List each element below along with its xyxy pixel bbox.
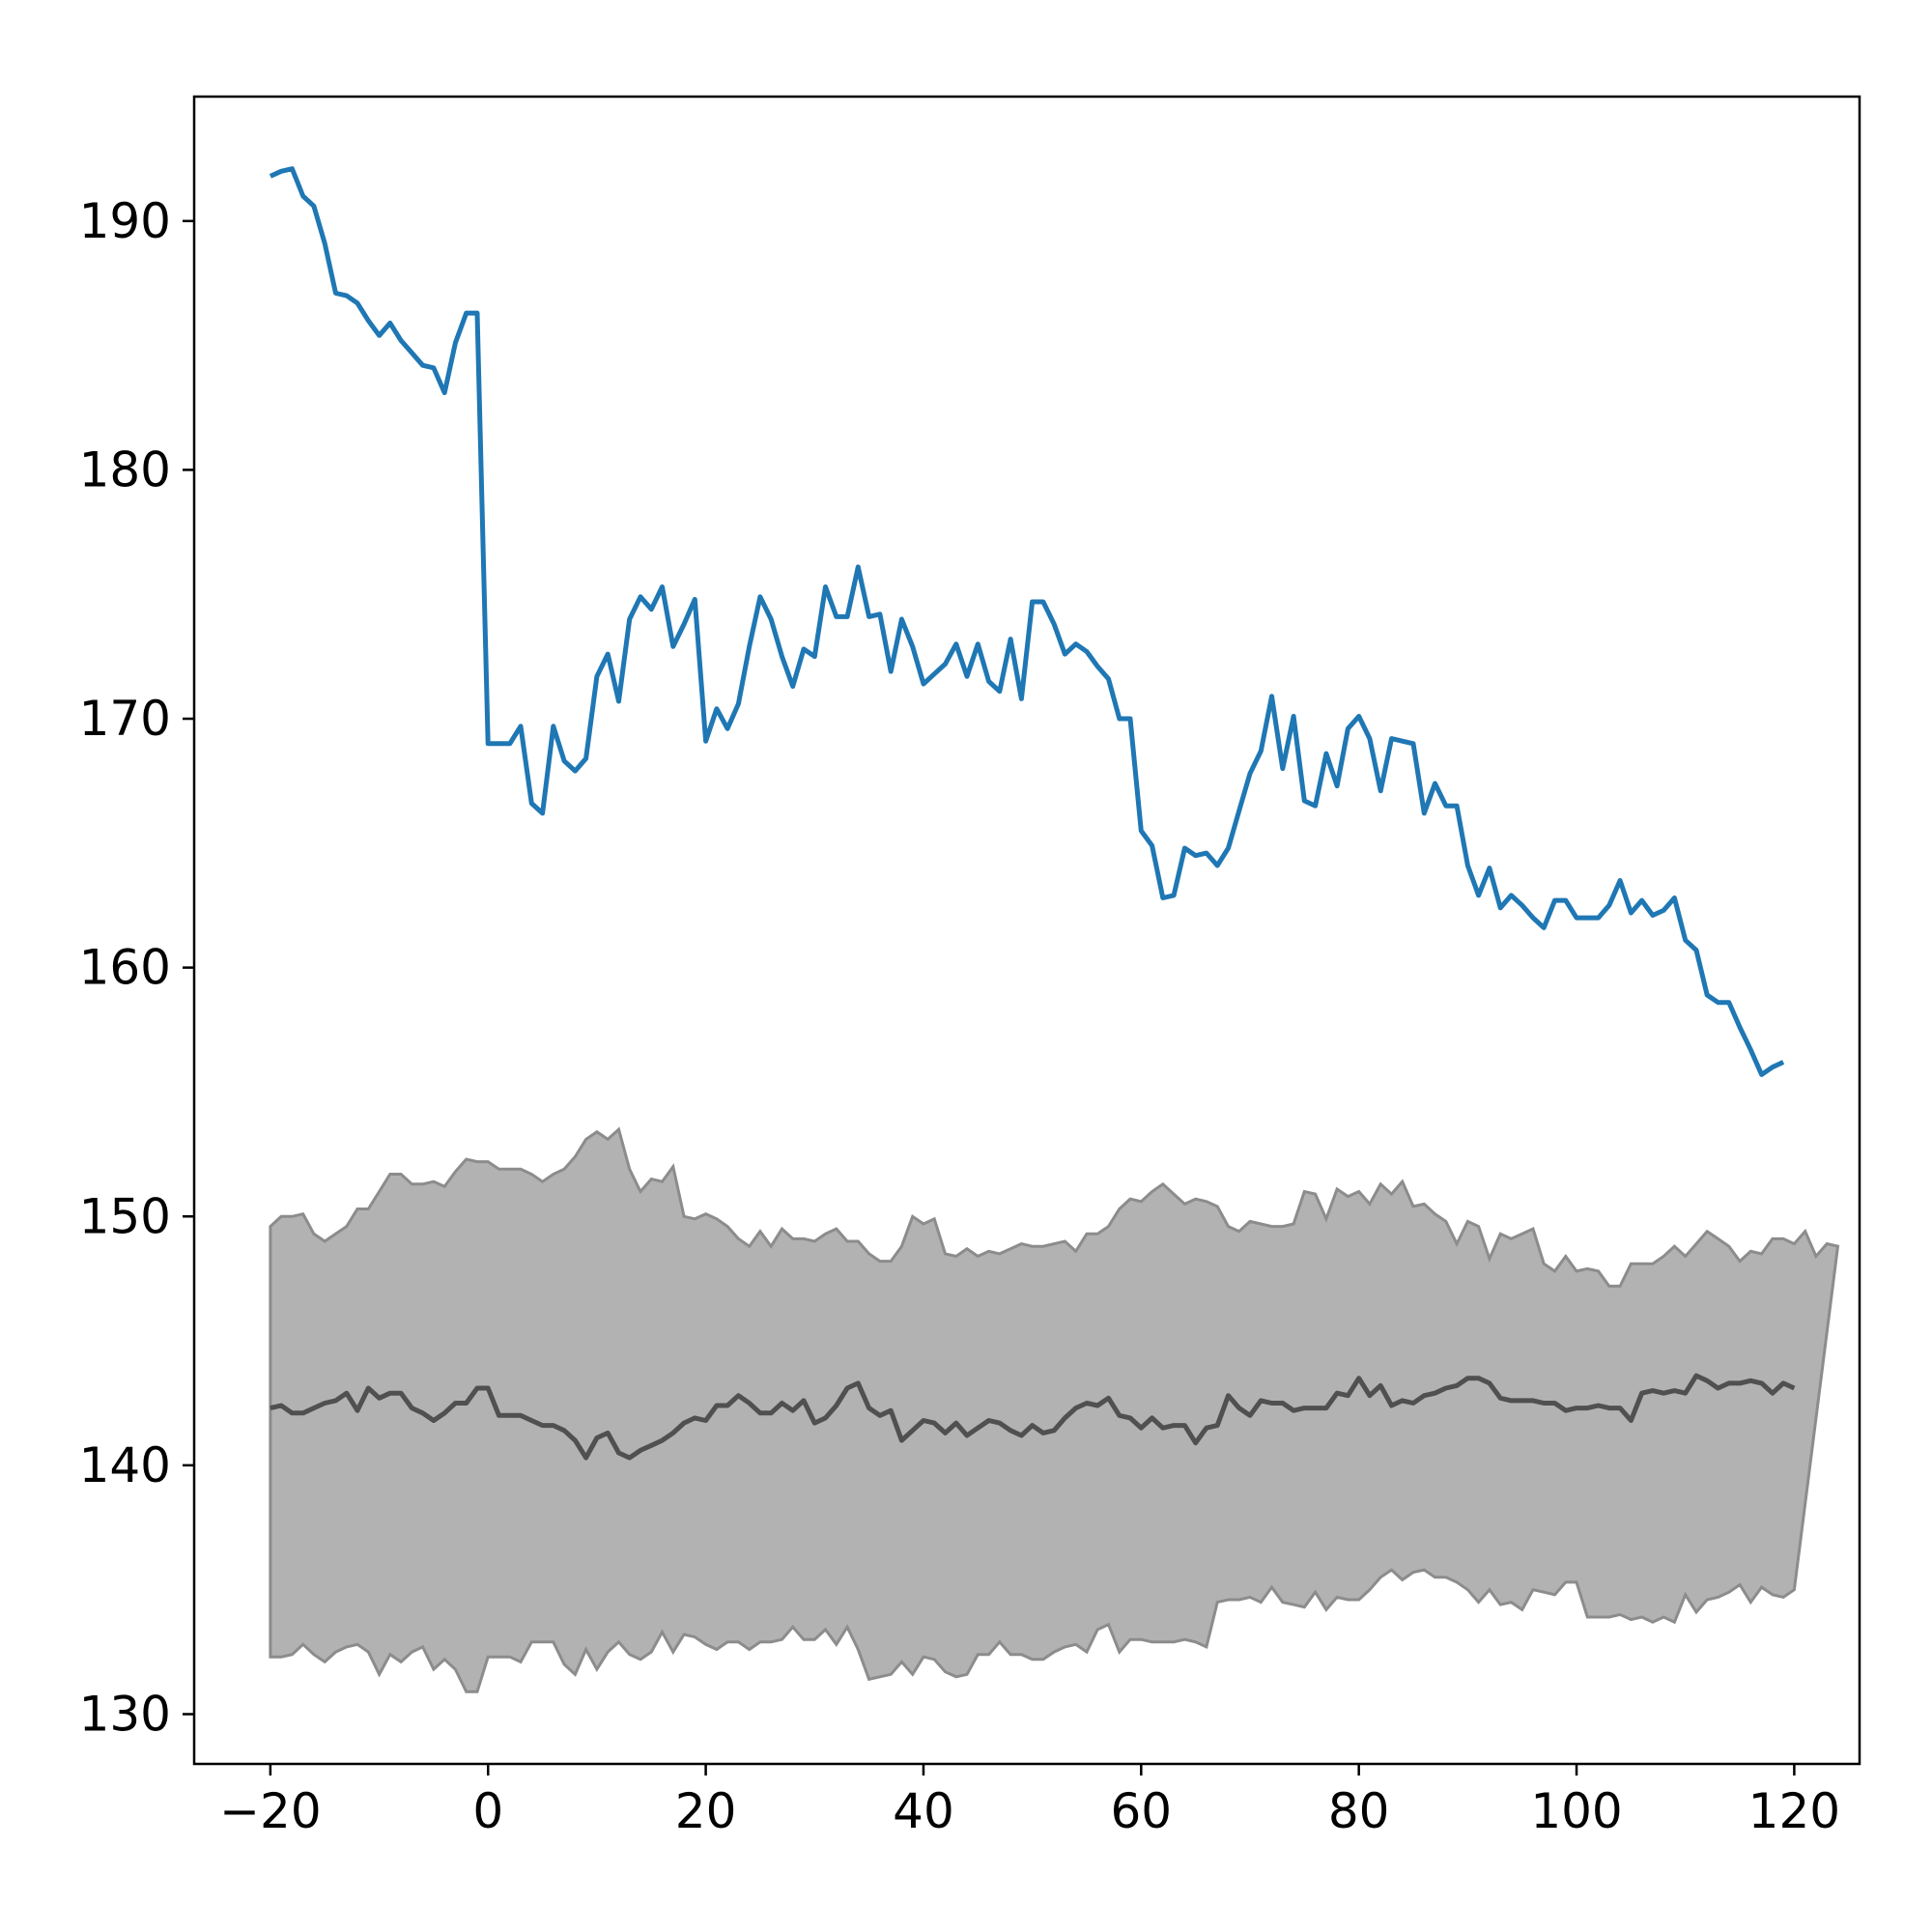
x-tick-label: 100 <box>1530 1783 1622 1839</box>
y-tick-label: 130 <box>79 1686 171 1742</box>
x-tick-label: 80 <box>1328 1783 1390 1839</box>
y-axis: 130 140 150 160 170 180 190 <box>79 193 194 1742</box>
x-axis: −20 0 20 40 60 80 100 120 <box>219 1764 1840 1839</box>
observed-line <box>269 166 1785 1077</box>
median-line <box>270 1373 1796 1461</box>
y-tick-label: 140 <box>79 1437 171 1493</box>
confidence-band-layer <box>269 1126 1840 1693</box>
plot-area-frame <box>192 95 1861 1766</box>
x-tick-label: 120 <box>1748 1783 1840 1839</box>
y-tick-label: 170 <box>79 691 171 747</box>
y-tick-label: 190 <box>79 193 171 249</box>
x-tick-label: 0 <box>472 1783 503 1839</box>
y-tick-label: 150 <box>79 1188 171 1244</box>
series-line-layer <box>269 166 1796 1461</box>
confidence-band <box>269 1126 1840 1693</box>
x-tick-label: 20 <box>675 1783 737 1839</box>
y-tick-label: 180 <box>79 441 171 497</box>
y-tick-label: 160 <box>79 940 171 996</box>
x-tick-label: −20 <box>219 1783 322 1839</box>
x-tick-label: 60 <box>1111 1783 1173 1839</box>
x-tick-label: 40 <box>893 1783 954 1839</box>
